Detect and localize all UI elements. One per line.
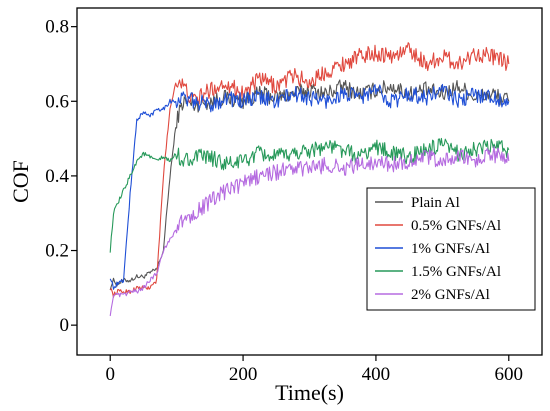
series-line [109, 42, 510, 298]
x-tick-label: 0 [105, 364, 115, 385]
legend-label: 0.5% GNFs/Al [411, 218, 501, 234]
x-axis-title: Time(s) [275, 380, 344, 405]
series-line [109, 146, 510, 317]
x-tick-label: 600 [495, 364, 524, 385]
x-axis-ticks: 0 200 400 600 [105, 355, 523, 385]
y-tick-label: 0 [60, 315, 70, 336]
y-tick-label: 0.8 [45, 17, 69, 38]
series-line [109, 137, 510, 253]
y-tick-label: 0.6 [45, 91, 69, 112]
legend-box [366, 187, 536, 311]
series-lines [109, 42, 510, 317]
y-tick-label: 0.2 [45, 241, 69, 262]
y-axis-ticks: 0 0.2 0.4 0.6 0.8 [45, 17, 77, 336]
series-line [109, 83, 510, 290]
legend-label: Plain Al [411, 195, 460, 211]
y-tick-label: 0.4 [45, 166, 69, 187]
x-tick-label: 400 [362, 364, 391, 385]
legend-label: 2% GNFs/Al [411, 287, 490, 303]
plot-frame [76, 7, 543, 356]
legend-label: 1.5% GNFs/Al [411, 264, 501, 280]
legend: Plain Al 0.5% GNFs/Al 1% GNFs/Al 1.5% GNFs/… [366, 187, 536, 311]
x-tick-label: 200 [229, 364, 258, 385]
legend-label: 1% GNFs/Al [411, 241, 490, 257]
y-axis-title: COF [8, 160, 33, 203]
